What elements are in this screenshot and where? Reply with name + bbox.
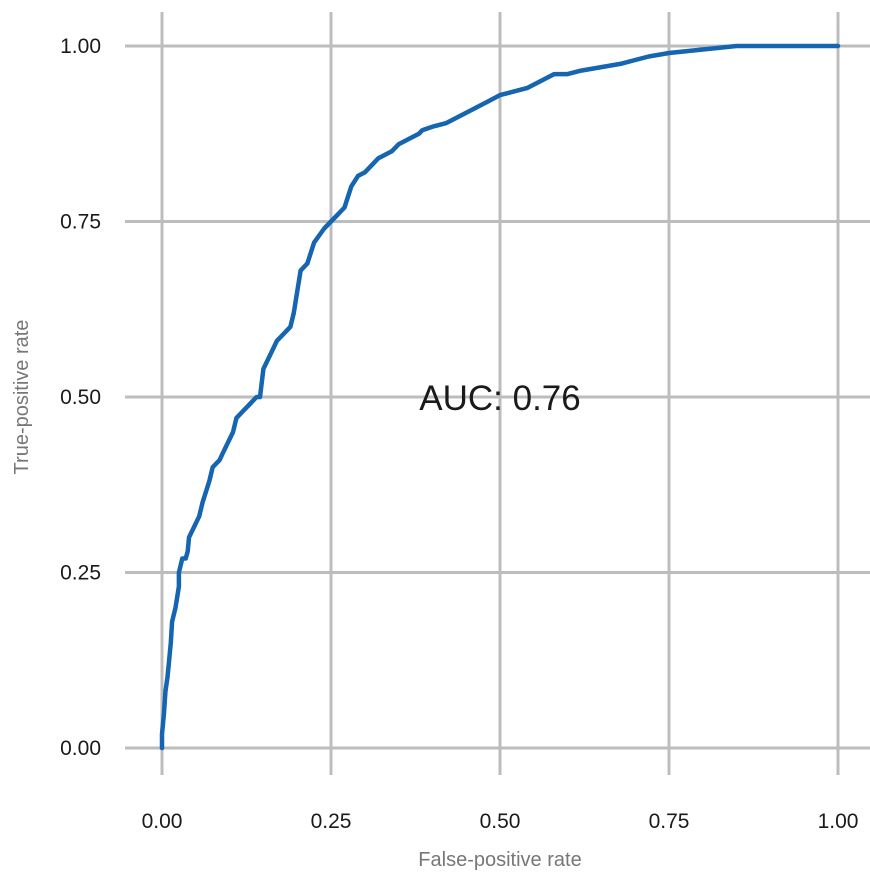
x-axis-title: False-positive rate: [418, 849, 581, 871]
grid: [125, 12, 870, 775]
roc-curve: [159, 43, 841, 751]
x-tick-label: 0.75: [649, 810, 690, 833]
x-tick-label: 0.25: [311, 810, 352, 833]
x-axis-ticks: 0.00 0.25 0.50 0.75 1.00: [142, 810, 859, 833]
y-axis-ticks: 0.00 0.25 0.50 0.75 1.00: [60, 35, 101, 760]
x-tick-label: 0.00: [142, 810, 183, 833]
x-tick-label: 1.00: [818, 810, 859, 833]
y-tick-label: 0.75: [60, 211, 101, 234]
y-tick-label: 0.00: [60, 737, 101, 760]
x-tick-label: 0.50: [480, 810, 521, 833]
y-axis-title: True-positive rate: [11, 320, 33, 475]
y-tick-label: 0.50: [60, 386, 101, 409]
auc-annotation: AUC: 0.76: [419, 379, 580, 418]
y-tick-label: 1.00: [60, 35, 101, 58]
y-tick-label: 0.25: [60, 562, 101, 585]
